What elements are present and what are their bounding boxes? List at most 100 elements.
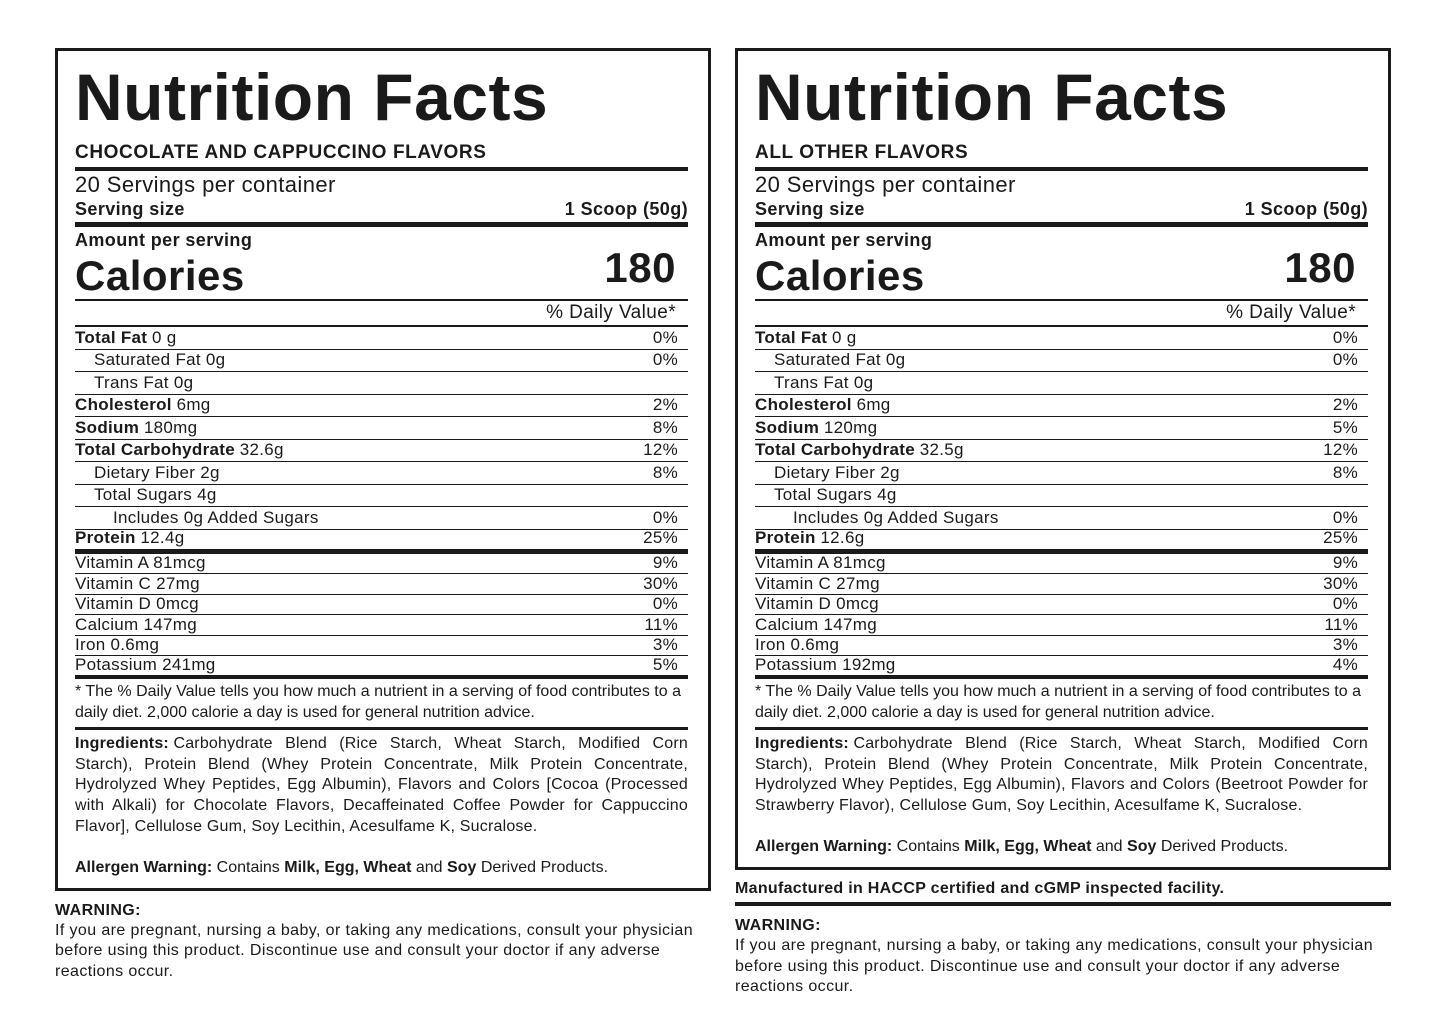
allergen-part: Derived Products.: [1160, 837, 1289, 855]
nutrient: Sodium 120mg: [755, 417, 877, 439]
ingredients-text: Carbohydrate Blend (Rice Starch, Wheat S…: [75, 735, 688, 835]
nutrient-name: Dietary Fiber 2g: [774, 462, 900, 482]
nutrient-row: Cholesterol 6mg 2%: [75, 395, 688, 417]
nutrient-row: Total Fat 0 g 0%: [75, 327, 688, 350]
nutrient-amount: 6mg: [176, 395, 211, 414]
daily-value: 0%: [1332, 327, 1358, 347]
serving-size-row: Serving size 1 Scoop (50g): [75, 199, 688, 227]
daily-value: 12%: [1323, 440, 1358, 459]
nutrient-name: Saturated Fat 0g: [774, 350, 906, 369]
nutrient-row: Total Sugars 4g: [755, 485, 1368, 507]
vitamin-row: Vitamin D 0mcg 0%: [755, 594, 1368, 615]
allergen-warning: Allergen Warning: Contains Milk, Egg, Whea…: [755, 837, 1368, 857]
allergen-part: Contains: [896, 837, 960, 855]
nutrient: Saturated Fat 0g: [755, 349, 905, 371]
calories-row: Calories 180: [755, 245, 1368, 301]
allergen-part: Soy: [447, 858, 477, 876]
vitamin-name: Vitamin A 81mcg: [75, 553, 206, 572]
nutrient: Trans Fat 0g: [75, 372, 193, 394]
vitamin-name: Vitamin C 27mg: [75, 573, 200, 593]
daily-value: 8%: [652, 417, 678, 437]
nutrient-row: Dietary Fiber 2g 8%: [75, 462, 688, 485]
nutrition-box: Nutrition Facts ALL OTHER FLAVORS 20 Servi…: [735, 48, 1391, 870]
vitamin-row: Vitamin C 27mg 30%: [755, 574, 1368, 595]
calories-label: Calories: [75, 252, 245, 299]
allergen-warning: Allergen Warning: Contains Milk, Egg, Whea…: [75, 858, 688, 878]
nutrient-row: Trans Fat 0g: [75, 372, 688, 395]
serving-size: 1 Scoop (50g): [1244, 199, 1368, 219]
nutrient-name: Sodium: [755, 417, 820, 437]
ingredients-text: Carbohydrate Blend (Rice Starch, Wheat S…: [755, 735, 1368, 815]
nutrient-row: Includes 0g Added Sugars 0%: [75, 507, 688, 530]
daily-value: 8%: [1332, 462, 1358, 482]
nutrient: Protein 12.4g: [75, 527, 184, 549]
nutrient: Total Fat 0 g: [755, 327, 857, 349]
calories-row: Calories 180: [75, 245, 688, 301]
nutrient-name: Total Carbohydrate: [75, 440, 235, 459]
nutrient-row: Sodium 180mg 8%: [75, 417, 688, 440]
amount-label: Amount per serving: [755, 230, 933, 250]
vitamin-row: Potassium 192mg 4%: [755, 655, 1368, 679]
serving-size: 1 Scoop (50g): [564, 199, 688, 219]
daily-value: 0%: [1332, 594, 1358, 613]
nutrient-amount: 180mg: [143, 417, 198, 437]
vitamin-row: Vitamin A 81mcg 9%: [755, 553, 1368, 574]
nutrient-row: Saturated Fat 0g 0%: [75, 350, 688, 372]
nutrient-amount: 32.5g: [919, 440, 964, 459]
nutrient-row: Saturated Fat 0g 0%: [755, 349, 1368, 372]
daily-value: 0%: [1332, 507, 1358, 527]
nutrient-row: Total Fat 0 g 0%: [755, 327, 1368, 350]
vitamin-row: Vitamin D 0mcg 0%: [75, 594, 688, 615]
nutrient-amount: 32.6g: [239, 440, 284, 459]
daily-value: 9%: [1332, 553, 1358, 572]
daily-value: 8%: [652, 462, 678, 482]
vitamin-name: Iron 0.6mg: [755, 635, 840, 654]
label-panel: Nutrition Facts CHOCOLATE AND CAPPUCCINO …: [55, 48, 711, 983]
daily-value: 3%: [652, 635, 678, 654]
nutrient-name: Trans Fat 0g: [774, 372, 874, 392]
daily-value: 11%: [644, 614, 678, 634]
allergen-part: Milk, Egg, Wheat: [284, 858, 412, 876]
nutrient-name: Total Carbohydrate: [755, 440, 915, 459]
subtitle: ALL OTHER FLAVORS: [755, 141, 1368, 171]
daily-value: 0%: [652, 594, 678, 613]
nutrient: Total Fat 0 g: [75, 327, 177, 349]
subtitle: CHOCOLATE AND CAPPUCCINO FLAVORS: [75, 141, 688, 171]
nutrient-row: Protein 12.6g 25%: [755, 528, 1368, 554]
serving-size-label: Serving size: [755, 199, 865, 219]
dv-header: % Daily Value*: [755, 301, 1368, 327]
nutrition-box: Nutrition Facts CHOCOLATE AND CAPPUCCINO …: [55, 48, 711, 891]
daily-value: 4%: [1332, 655, 1358, 674]
vitamin-row: Calcium 147mg 11%: [755, 615, 1368, 636]
servings: 20 Servings per container: [75, 172, 336, 197]
footnote: * The % Daily Value tells you how much a…: [755, 679, 1368, 730]
warning-title: WARNING:: [735, 916, 821, 934]
nutrient-name: Protein: [75, 527, 136, 547]
nutrient-name: Total Sugars 4g: [94, 485, 217, 504]
nutrient-name: Includes 0g Added Sugars: [113, 507, 319, 527]
nutrient-name: Dietary Fiber 2g: [94, 462, 220, 482]
daily-value: 11%: [1324, 614, 1358, 634]
nutrient-name: Total Fat: [75, 327, 148, 347]
vitamin-name: Vitamin C 27mg: [755, 573, 880, 593]
ingredients: Ingredients: Carbohydrate Blend (Rice Sta…: [755, 734, 1368, 817]
ingredients: Ingredients: Carbohydrate Blend (Rice Sta…: [75, 734, 688, 838]
label-panel: Nutrition Facts ALL OTHER FLAVORS 20 Servi…: [735, 48, 1391, 998]
daily-value: 2%: [652, 395, 678, 414]
vitamin-name: Vitamin D 0mcg: [75, 594, 199, 613]
vitamin-name: Vitamin A 81mcg: [755, 553, 886, 572]
dv-header: % Daily Value*: [75, 301, 688, 327]
footnote: * The % Daily Value tells you how much a…: [75, 679, 688, 730]
nutrient: Includes 0g Added Sugars: [755, 507, 999, 529]
title: Nutrition Facts: [75, 60, 549, 134]
ingredients-label: Ingredients:: [75, 735, 169, 752]
nutrient-amount: 0 g: [832, 327, 857, 347]
nutrient: Sodium 180mg: [75, 417, 197, 439]
daily-value: 30%: [643, 573, 678, 593]
servings: 20 Servings per container: [755, 172, 1016, 197]
vitamin-name: Potassium 241mg: [75, 655, 216, 674]
daily-value: 5%: [652, 655, 678, 674]
allergen-part: and: [1095, 837, 1123, 855]
daily-value: 3%: [1332, 635, 1358, 654]
